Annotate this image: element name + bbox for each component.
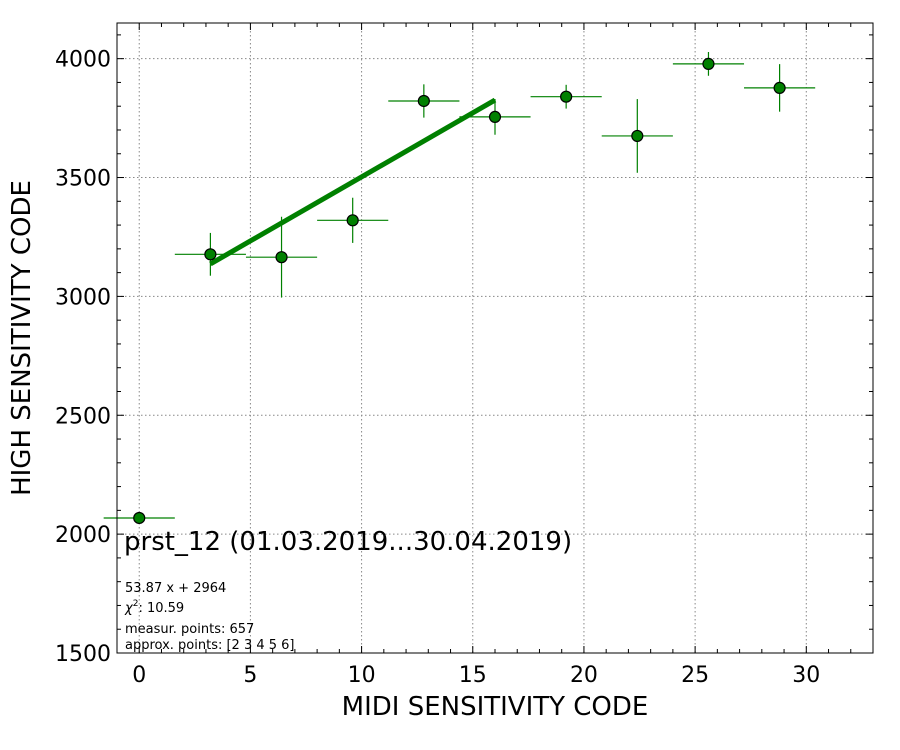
x-axis-label: MIDI SENSITIVITY CODE — [342, 692, 649, 722]
point-marker — [702, 57, 715, 70]
fit-layer — [209, 97, 497, 267]
x-tick-label: 15 — [459, 663, 487, 688]
data-point — [174, 232, 246, 276]
point-marker — [488, 110, 502, 124]
grid — [117, 23, 873, 653]
point-marker — [133, 511, 146, 525]
chi2-symbol: χ — [124, 601, 134, 616]
annotation-title: prst_12 (01.03.2019...30.04.2019) — [124, 527, 572, 557]
y-tick-label: 2000 — [55, 523, 111, 548]
point-marker — [346, 214, 359, 227]
point-marker — [773, 81, 786, 95]
data-point — [459, 99, 531, 135]
y-tick-label: 3000 — [55, 285, 111, 310]
annotation-approx-points: approx. points: [2 3 4 5 6] — [125, 638, 295, 653]
x-tick-label: 30 — [792, 663, 820, 688]
point-marker — [560, 90, 573, 103]
y-tick-label: 2500 — [55, 404, 111, 429]
x-tick-label: 0 — [132, 663, 146, 688]
point-marker — [204, 248, 217, 261]
tick-labels: 0 5 10 15 20 25 30 1500 2000 2500 3000 3500 4000 — [55, 48, 820, 688]
y-tick-label: 3500 — [55, 167, 111, 192]
annotation-equation: 53.87 x + 2964 — [125, 581, 226, 596]
points-layer — [103, 52, 816, 525]
annotation-measur-points: measur. points: 657 — [125, 622, 254, 637]
data-point — [103, 511, 175, 525]
point-marker — [417, 94, 430, 108]
fit-line — [209, 97, 497, 267]
chi2-superscript: 2 — [133, 599, 139, 609]
x-tick-label: 20 — [570, 663, 598, 688]
point-marker — [631, 129, 644, 143]
data-point — [530, 84, 602, 109]
data-point — [388, 84, 460, 118]
y-tick-label: 1500 — [55, 642, 111, 667]
y-axis-label: HIGH SENSITIVITY CODE — [7, 180, 37, 496]
chi2-value: : 10.59 — [138, 601, 184, 616]
data-point — [744, 64, 816, 112]
annotation-chi2: χ2: 10.59 — [124, 599, 184, 616]
x-tick-label: 5 — [243, 663, 257, 688]
x-tick-label: 25 — [681, 663, 709, 688]
y-tick-label: 4000 — [55, 48, 111, 73]
data-point — [672, 52, 745, 76]
data-point — [245, 216, 318, 298]
x-tick-label: 10 — [348, 663, 376, 688]
ticks — [116, 23, 874, 654]
data-point — [601, 99, 673, 173]
data-point — [317, 197, 389, 243]
point-marker — [275, 251, 288, 264]
